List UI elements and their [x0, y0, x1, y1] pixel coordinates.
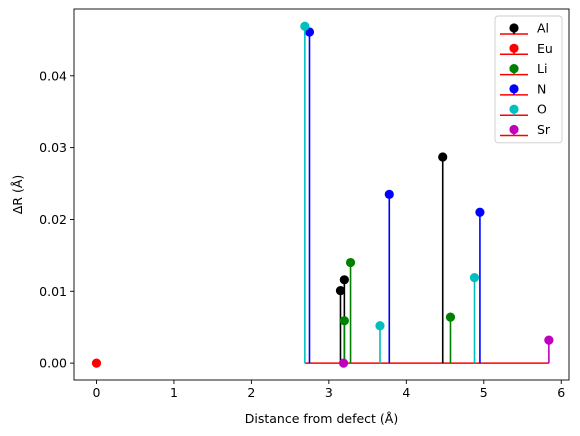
legend-marker-swatch [509, 64, 519, 74]
legend-item-al: Al [500, 21, 549, 36]
legend-label: Al [537, 21, 549, 36]
series-o [300, 21, 480, 364]
legend-box [494, 15, 563, 144]
legend-label: N [537, 81, 546, 96]
legend-label: Sr [537, 122, 551, 137]
stem-marker [339, 275, 349, 285]
chart-marks [91, 21, 554, 368]
y-tick-label: 0.04 [39, 68, 67, 83]
x-tick-label: 5 [480, 385, 488, 400]
series-eu [91, 358, 102, 368]
legend-marker-swatch [509, 23, 519, 33]
x-tick-label: 6 [557, 385, 565, 400]
stem-marker [469, 273, 480, 283]
legend-item-sr: Sr [500, 122, 551, 137]
stem-marker [544, 335, 554, 345]
series-al [335, 152, 448, 364]
stem-marker [345, 257, 356, 268]
series-li [339, 257, 456, 364]
legend-marker-swatch [509, 124, 519, 135]
stem-marker [339, 316, 349, 326]
series-n [304, 27, 485, 364]
legend-label: O [537, 102, 547, 117]
stem-marker [375, 321, 385, 331]
y-axis: 0.00 0.01 0.02 0.03 0.04 [39, 68, 74, 371]
legend-label: Li [537, 61, 547, 76]
y-axis-label: ΔR (Å) [10, 175, 25, 215]
y-tick-label: 0.01 [39, 284, 67, 299]
x-tick-label: 1 [170, 385, 178, 400]
legend-item-eu: Eu [500, 41, 553, 56]
y-tick-label: 0.00 [39, 356, 67, 371]
legend-label: Eu [537, 41, 553, 56]
legend-marker-swatch [509, 84, 519, 94]
stem-marker [475, 207, 485, 217]
stem-marker [300, 21, 310, 31]
x-tick-label: 3 [325, 385, 333, 400]
x-tick-label: 4 [402, 385, 410, 400]
stem-marker [335, 285, 346, 296]
x-tick-label: 2 [247, 385, 255, 400]
y-tick-label: 0.02 [39, 212, 67, 227]
legend-marker-swatch [509, 104, 519, 114]
stem-marker [438, 152, 448, 162]
legend-item-o: O [500, 102, 547, 117]
x-tick-label: 0 [92, 385, 100, 400]
stem-marker [445, 312, 456, 322]
y-tick-label: 0.03 [39, 140, 67, 155]
series-sr [338, 335, 554, 368]
stem-marker [338, 358, 349, 368]
x-axis: 0 1 2 3 4 5 6 [92, 380, 565, 400]
stem-marker [384, 189, 394, 199]
legend: Al Eu Li NO Sr [494, 15, 563, 144]
legend-item-li: Li [500, 61, 547, 76]
plot-frame [73, 8, 570, 381]
legend-item-n: N [500, 81, 546, 96]
x-axis-label: Distance from defect (Å) [245, 411, 398, 426]
stem-marker [91, 358, 102, 368]
legend-marker-swatch [509, 43, 519, 53]
